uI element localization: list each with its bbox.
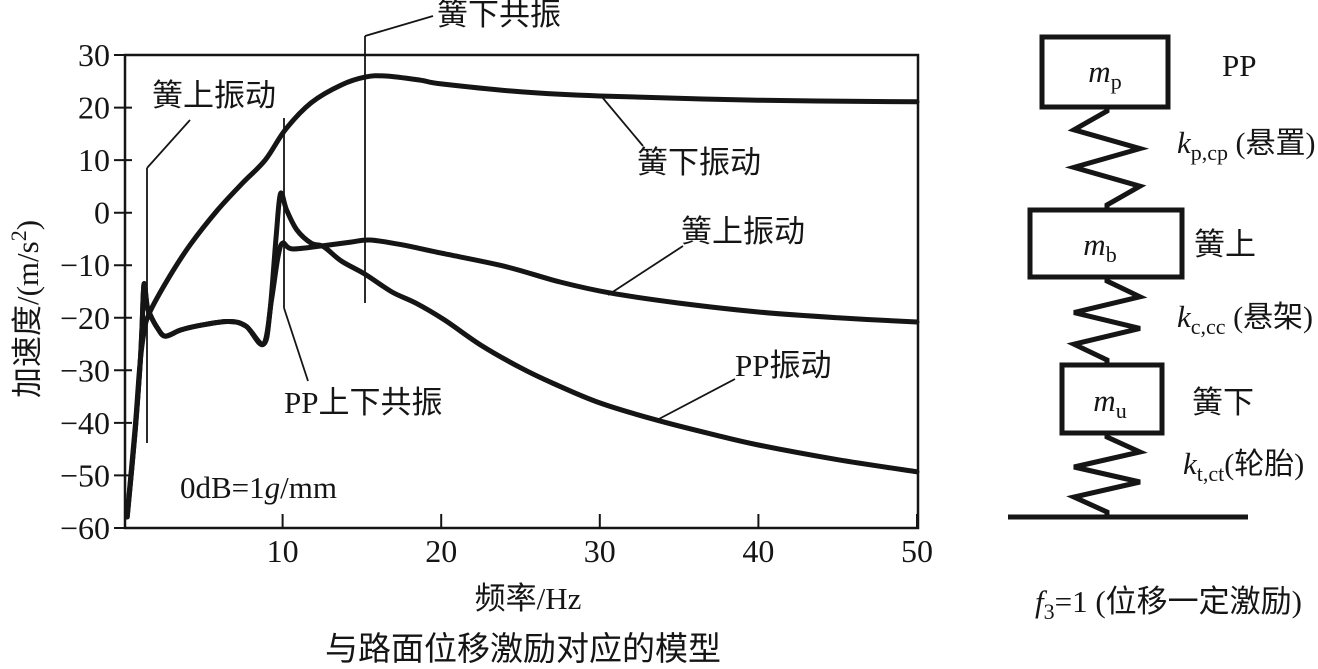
sprung-curve-label: 簧上振动 (681, 214, 805, 249)
mass-unsprung-box (1059, 362, 1165, 436)
spring-suspension-label: kc,cc (悬架) (1177, 299, 1313, 339)
db-note: 0dB=1g/mm (180, 470, 337, 505)
y-axis-ticks (114, 54, 132, 529)
x-axis-ticks (281, 514, 918, 528)
mass-sprung-symbol: mb (1083, 227, 1116, 267)
y-axis-title: 加速度/(m/s2) (6, 220, 45, 398)
pp-curve-leader (656, 378, 736, 421)
model-diagram: mp PP kp,cp (悬置) mb 簧上 kc,cc (悬架) mu 簧下 … (1008, 34, 1316, 624)
plot-frame (123, 53, 920, 530)
x-tick-label: 50 (901, 533, 933, 569)
y-tick-label: −50 (60, 457, 110, 493)
y-tick-label: −10 (60, 247, 110, 283)
x-axis-title: 频率/Hz (475, 581, 582, 616)
unsprung-resonance-label: 簧下共振 (437, 0, 561, 32)
y-tick-label: 20 (78, 90, 110, 126)
x-tick-label: 20 (425, 533, 457, 569)
x-tick-label: 30 (584, 533, 616, 569)
pp-resonance-label: PP上下共振 (284, 385, 442, 420)
mass-sprung-side-label: 簧上 (1194, 227, 1256, 262)
curve-unsprung (124, 73, 920, 518)
unsprung-resonance-leader (364, 15, 434, 37)
sprung-resonance-label: 簧上振动 (152, 78, 276, 113)
y-tick-label: 30 (78, 37, 110, 73)
pp-resonance-leader (283, 307, 309, 382)
suspension-mount-spring (1064, 107, 1150, 210)
sprung-resonance-leader (146, 119, 191, 169)
suspension-spring (1066, 277, 1148, 365)
curve-pp (124, 190, 920, 520)
y-axis-tick-labels: 30 20 10 0 −10 −20 −30 −40 −50 −60 (60, 37, 110, 546)
y-tick-label: −30 (60, 352, 110, 388)
mass-pp-symbol: mp (1088, 54, 1121, 94)
x-tick-label: 10 (267, 533, 299, 569)
sprung-curve-leader (607, 245, 684, 296)
mass-unsprung-symbol: mu (1093, 383, 1126, 423)
pp-curve-label: PP振动 (735, 348, 831, 383)
x-tick-label: 40 (742, 533, 774, 569)
unsprung-curve-leader (601, 96, 644, 147)
y-tick-label: −40 (60, 405, 110, 441)
y-tick-label: −20 (60, 300, 110, 336)
mass-pp-box (1039, 34, 1171, 110)
mass-pp-side-label: PP (1222, 48, 1256, 83)
spring-tire-label: kt,ct(轮胎) (1183, 446, 1304, 486)
mass-sprung-box (1027, 207, 1185, 280)
y-tick-label: 0 (94, 195, 110, 231)
spring-mount-label: kp,cp (悬置) (1177, 125, 1316, 165)
x-axis-tick-labels: 10 20 30 40 50 (267, 533, 933, 569)
mass-unsprung-side-label: 簧下 (1192, 385, 1254, 420)
tire-spring (1066, 433, 1148, 517)
unsprung-curve-label: 簧下振动 (637, 145, 761, 180)
figure-caption: 与路面位移激励对应的模型 (325, 631, 721, 668)
y-tick-label: −60 (60, 510, 110, 546)
y-tick-label: 10 (78, 142, 110, 178)
excitation-equation: f3=1 (位移一定激励) (1035, 584, 1302, 624)
